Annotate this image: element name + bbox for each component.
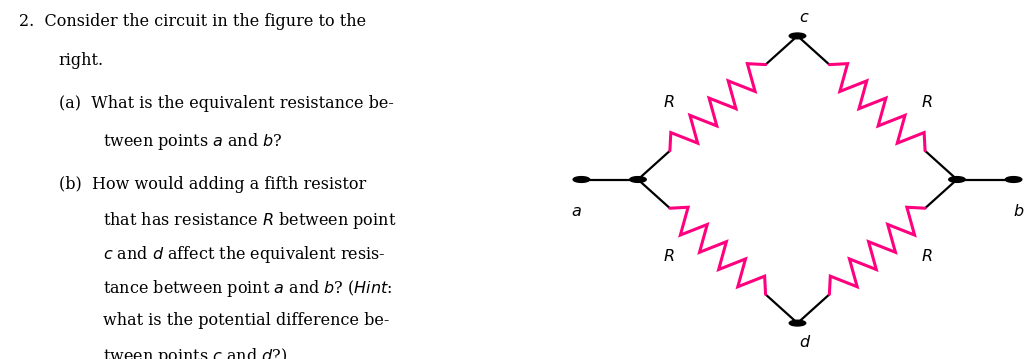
Text: $c$: $c$ [800,9,810,26]
Circle shape [789,320,806,326]
Circle shape [949,177,965,182]
Circle shape [1005,177,1022,182]
Circle shape [789,33,806,39]
Text: (b)  How would adding a fifth resistor: (b) How would adding a fifth resistor [59,176,366,193]
Text: $c$ and $d$ affect the equivalent resis-: $c$ and $d$ affect the equivalent resis- [103,244,385,265]
Text: $R$: $R$ [921,248,932,265]
Text: tween points $a$ and $b$?: tween points $a$ and $b$? [103,131,283,152]
Text: tween points $c$ and $d$?): tween points $c$ and $d$?) [103,346,287,359]
Circle shape [630,177,646,182]
Text: $a$: $a$ [571,203,581,220]
Text: $d$: $d$ [799,334,811,351]
Text: $R$: $R$ [663,94,674,111]
Text: 2.  Consider the circuit in the figure to the: 2. Consider the circuit in the figure to… [19,13,365,29]
Text: what is the potential difference be-: what is the potential difference be- [103,312,389,329]
Text: $R$: $R$ [663,248,674,265]
Text: (a)  What is the equivalent resistance be-: (a) What is the equivalent resistance be… [59,95,393,112]
Circle shape [573,177,590,182]
Text: that has resistance $R$ between point: that has resistance $R$ between point [103,210,396,231]
Text: $R$: $R$ [921,94,932,111]
Text: right.: right. [59,52,104,69]
Text: $b$: $b$ [1013,203,1025,220]
Text: tance between point $a$ and $b$? ($Hint$:: tance between point $a$ and $b$? ($Hint$… [103,278,392,299]
